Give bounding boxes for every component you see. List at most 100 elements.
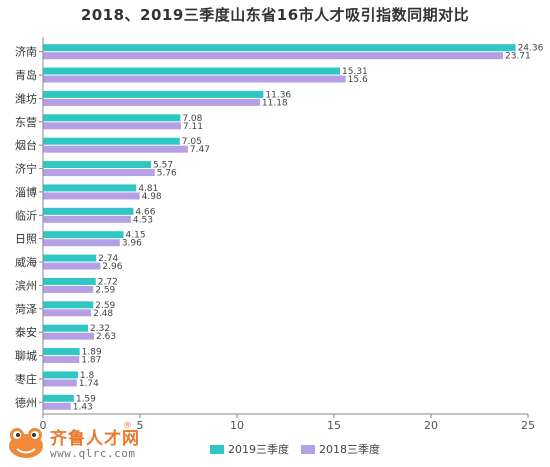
category-label: 济宁 bbox=[15, 162, 37, 176]
data-label: 2.63 bbox=[96, 332, 116, 342]
bar bbox=[43, 309, 92, 317]
chart-title: 2018、2019三季度山东省16市人才吸引指数同期对比 bbox=[80, 6, 470, 24]
frog-mascot-icon bbox=[9, 428, 43, 458]
legend-label-2019: 2019三季度 bbox=[228, 443, 289, 456]
bar bbox=[43, 145, 188, 153]
bar bbox=[43, 114, 181, 122]
data-label: 4.81 bbox=[138, 184, 158, 194]
data-label: 7.08 bbox=[182, 114, 202, 124]
data-label: 4.66 bbox=[135, 207, 155, 217]
bar bbox=[43, 192, 140, 200]
data-label: 1.89 bbox=[82, 348, 102, 358]
data-label: 1.59 bbox=[76, 394, 96, 404]
bar bbox=[43, 122, 181, 130]
legend-item-2018: 2018三季度 bbox=[301, 441, 380, 457]
legend-label-2018: 2018三季度 bbox=[319, 443, 380, 456]
bar bbox=[43, 161, 152, 169]
data-label: 2.59 bbox=[95, 301, 115, 311]
data-label: 2.96 bbox=[102, 262, 122, 272]
bar bbox=[43, 262, 101, 270]
legend-item-2019: 2019三季度 bbox=[210, 441, 289, 457]
category-label: 东营 bbox=[15, 115, 37, 129]
bar bbox=[43, 90, 264, 98]
category-label: 临沂 bbox=[15, 208, 37, 222]
bar bbox=[43, 332, 95, 340]
bar bbox=[43, 137, 180, 145]
data-label: 15.31 bbox=[342, 67, 368, 77]
data-label: 4.98 bbox=[142, 192, 162, 202]
data-label: 5.76 bbox=[157, 169, 177, 179]
category-label: 青岛 bbox=[15, 68, 37, 82]
bar bbox=[43, 169, 155, 177]
legend-swatch-2018 bbox=[301, 444, 315, 454]
logo-name: 齐鲁人才网 bbox=[50, 429, 140, 449]
bar bbox=[43, 285, 94, 293]
category-label: 淄博 bbox=[15, 186, 37, 199]
bar bbox=[43, 324, 89, 332]
bar bbox=[43, 52, 503, 60]
data-label: 2.72 bbox=[98, 277, 118, 287]
bar bbox=[43, 231, 124, 239]
x-tick-label: 15 bbox=[327, 419, 341, 432]
bar bbox=[43, 184, 137, 192]
logo-url: www.qlrc.com bbox=[50, 447, 136, 460]
x-tick-label: 0 bbox=[40, 419, 47, 432]
bar bbox=[43, 371, 78, 379]
x-tick-label: 5 bbox=[137, 419, 144, 432]
bar bbox=[43, 277, 96, 285]
x-tick-label: 25 bbox=[521, 419, 535, 432]
bar bbox=[43, 207, 134, 215]
data-label: 1.74 bbox=[79, 379, 99, 389]
data-label: 7.05 bbox=[182, 137, 202, 147]
category-label: 滨州 bbox=[15, 278, 37, 292]
category-label: 烟台 bbox=[15, 138, 37, 152]
data-label: 7.47 bbox=[190, 145, 210, 155]
bar bbox=[43, 356, 80, 364]
bar bbox=[43, 254, 97, 262]
data-label: 3.96 bbox=[122, 239, 142, 249]
data-label: 2.59 bbox=[95, 285, 115, 295]
data-label: 5.57 bbox=[153, 161, 173, 171]
data-label: 7.11 bbox=[183, 122, 203, 132]
bar bbox=[43, 67, 341, 75]
data-label: 2.48 bbox=[93, 309, 113, 319]
data-label: 4.15 bbox=[126, 231, 146, 241]
category-label: 济南 bbox=[15, 45, 37, 59]
data-label: 24.36 bbox=[518, 44, 544, 54]
category-label: 菏泽 bbox=[15, 303, 37, 316]
bar bbox=[43, 98, 260, 106]
data-label: 11.18 bbox=[262, 98, 288, 108]
bar bbox=[43, 348, 80, 356]
bar bbox=[43, 239, 120, 247]
bar bbox=[43, 402, 71, 410]
x-tick-label: 10 bbox=[230, 419, 244, 432]
data-label: 2.32 bbox=[90, 324, 110, 334]
chart-legend: 2019三季度 2018三季度 bbox=[210, 441, 380, 457]
category-label: 聊城 bbox=[15, 349, 37, 363]
x-tick-label: 20 bbox=[424, 419, 438, 432]
category-label: 枣庄 bbox=[15, 372, 37, 386]
data-label: 1.43 bbox=[73, 402, 93, 412]
bar bbox=[43, 215, 131, 223]
category-label: 日照 bbox=[15, 233, 37, 246]
bar bbox=[43, 75, 346, 83]
bar bbox=[43, 301, 94, 309]
category-label: 德州 bbox=[15, 395, 37, 409]
category-label: 泰安 bbox=[15, 325, 37, 339]
data-label: 15.6 bbox=[348, 75, 368, 85]
legend-swatch-2019 bbox=[210, 444, 224, 454]
logo-registered-mark: ® bbox=[123, 421, 132, 431]
site-logo: 齐鲁人才网 ® www.qlrc.com bbox=[6, 421, 176, 465]
data-label: 1.8 bbox=[80, 371, 95, 381]
bar bbox=[43, 379, 77, 387]
data-label: 2.74 bbox=[98, 254, 118, 264]
bar bbox=[43, 394, 74, 402]
data-label: 1.87 bbox=[81, 356, 101, 366]
data-label: 4.53 bbox=[133, 215, 153, 225]
data-label: 11.36 bbox=[265, 90, 291, 100]
category-label: 潍坊 bbox=[15, 91, 37, 105]
category-label: 威海 bbox=[15, 255, 37, 269]
data-label: 23.71 bbox=[505, 52, 531, 62]
bar bbox=[43, 44, 516, 52]
